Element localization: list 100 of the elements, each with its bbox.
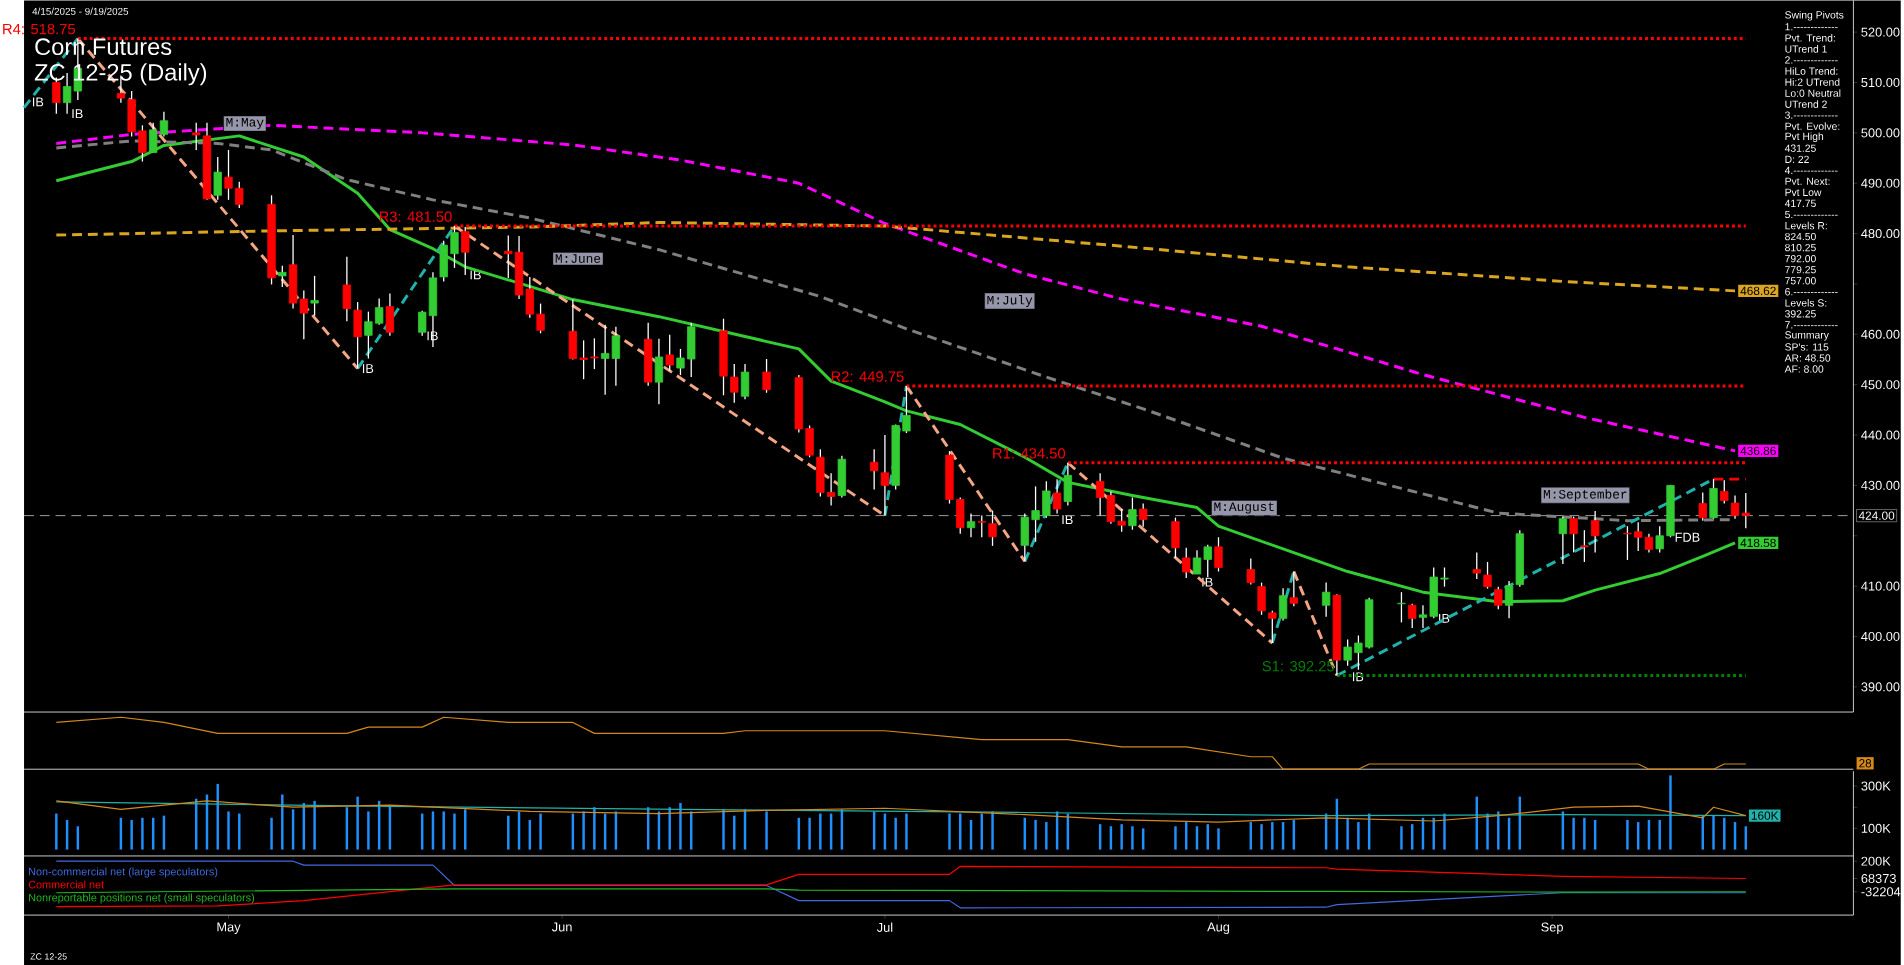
- bar: [130, 819, 133, 850]
- candlestick: [1472, 551, 1481, 580]
- bar: [55, 813, 58, 850]
- bar: [1120, 823, 1123, 850]
- candlestick: [1289, 570, 1298, 607]
- annotation: SP's: 115: [1785, 343, 1829, 351]
- candlestick: [1397, 591, 1406, 623]
- annotation: M:May: [226, 117, 264, 129]
- candlestick: [159, 110, 169, 137]
- bar: [453, 813, 456, 850]
- annotation: 431.25: [1784, 144, 1816, 152]
- candlestick: [364, 310, 373, 359]
- annotation: UTrend 2: [1785, 100, 1827, 108]
- bar: [1497, 811, 1500, 850]
- candlestick: [374, 297, 384, 326]
- data-label: 436.86: [1740, 446, 1776, 455]
- candlestick: [1139, 502, 1148, 528]
- candlestick: [504, 234, 513, 279]
- bar: [227, 811, 230, 850]
- candlestick: [450, 225, 459, 269]
- annotation: Swing Pivots: [1785, 10, 1844, 21]
- bar: [507, 815, 510, 850]
- candlestick: [1214, 536, 1223, 572]
- candlestick: [224, 149, 233, 201]
- bar: [1583, 817, 1586, 850]
- candlestick: [579, 339, 588, 380]
- annotation: 824.50: [1785, 232, 1816, 241]
- bar: [1357, 821, 1360, 850]
- annotation: Pvt. Next:: [1785, 177, 1830, 185]
- candlestick: [1644, 532, 1654, 553]
- series-label: R2: 449.75: [831, 371, 904, 382]
- candlestick: [278, 265, 287, 288]
- candlestick: [536, 302, 545, 334]
- annotation: Pvt. Trend:: [1785, 33, 1835, 42]
- annotation: 779.25: [1785, 265, 1816, 274]
- bar: [1400, 826, 1403, 850]
- candlestick: [1483, 561, 1492, 590]
- annotation: IB: [72, 109, 83, 118]
- bar: [905, 813, 908, 850]
- bar: [367, 811, 370, 850]
- candlestick: [1354, 634, 1363, 671]
- y-tick-label: 500.00: [1861, 128, 1900, 138]
- bar: [313, 800, 316, 850]
- candlestick: [1128, 496, 1137, 531]
- candlestick: [299, 289, 308, 340]
- candlestick: [977, 514, 986, 538]
- bar: [948, 813, 951, 850]
- bar: [1131, 826, 1134, 850]
- y-tick-label: 300K: [1861, 781, 1891, 791]
- bar: [281, 794, 284, 850]
- annotation: HiLo Trend:: [1785, 67, 1838, 75]
- annotation: Levels R:: [1785, 221, 1827, 230]
- annotation: M:September: [1543, 489, 1627, 501]
- series-label: Non-commercial net (large speculators): [29, 867, 218, 878]
- candlestick: [138, 124, 147, 163]
- bar: [270, 817, 273, 850]
- y-tick-label: 410.00: [1861, 581, 1900, 591]
- candlestick: [902, 385, 911, 434]
- y-tick-label: 460.00: [1861, 329, 1900, 339]
- annotation: M:June: [555, 254, 601, 263]
- annotation: 7.-------------: [1785, 321, 1838, 329]
- bar: [808, 817, 811, 850]
- bar: [819, 813, 822, 850]
- bar: [582, 811, 585, 850]
- annotation: Lo:0 Neutral: [1785, 89, 1841, 97]
- bar: [1034, 819, 1037, 850]
- candlestick: [1440, 566, 1449, 588]
- y-tick-label: 390.00: [1861, 682, 1900, 692]
- y-tick-label: 450.00: [1861, 379, 1900, 390]
- candlestick: [988, 509, 997, 547]
- bar: [356, 796, 359, 850]
- bar: [141, 817, 144, 850]
- candlestick: [966, 512, 976, 538]
- y-tick-label: 400.00: [1861, 631, 1900, 641]
- annotation: 4/15/2025 - 9/19/2025: [32, 7, 129, 15]
- y-tick-label: 490.00: [1861, 178, 1900, 188]
- line-series: [54, 220, 1737, 293]
- series-label: Commercial net: [28, 880, 104, 889]
- annotation: Pvt Low: [1785, 188, 1822, 196]
- bar: [1723, 817, 1726, 850]
- candlestick: [235, 180, 244, 209]
- series-label: R1: 434.50: [993, 447, 1066, 459]
- annotation: FDB: [1675, 532, 1700, 542]
- annotation: 6.-------------: [1785, 287, 1838, 296]
- candlestick: [1278, 587, 1288, 621]
- bar: [679, 802, 682, 850]
- candlestick: [1203, 544, 1212, 578]
- bar: [1626, 819, 1629, 850]
- annotation: 1.-------------: [1785, 23, 1838, 31]
- y-tick-label: 520.00: [1861, 27, 1900, 37]
- bar: [1432, 817, 1435, 850]
- ref-line-label: 424.00: [1858, 511, 1895, 520]
- candlestick: [1192, 549, 1202, 575]
- annotation: 810.25: [1785, 243, 1816, 252]
- candlestick: [1031, 485, 1040, 543]
- x-tick-label: May: [217, 922, 241, 934]
- candlestick: [342, 255, 352, 322]
- x-tick-label: Aug: [1207, 922, 1230, 934]
- data-label: 160K: [1751, 811, 1779, 820]
- bar: [722, 809, 725, 850]
